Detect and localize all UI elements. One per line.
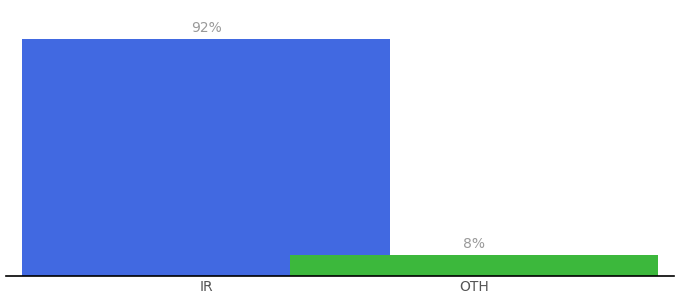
Bar: [22, 39, 390, 276]
Bar: [290, 255, 658, 276]
Text: 92%: 92%: [191, 21, 222, 35]
Text: 8%: 8%: [463, 237, 485, 251]
